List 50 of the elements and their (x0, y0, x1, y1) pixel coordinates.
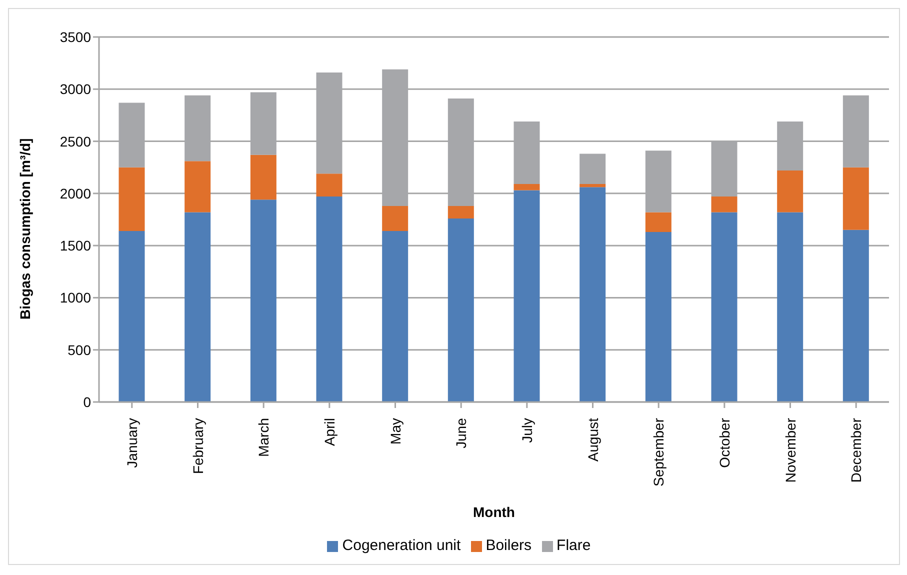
x-tick-label: August (584, 418, 601, 462)
bar (711, 212, 738, 402)
legend-label: Boilers (486, 537, 532, 554)
x-tick-label: November (782, 418, 798, 483)
x-tick-label: April (321, 418, 338, 446)
x-tick-label: June (453, 418, 470, 448)
bar (184, 161, 211, 212)
bar (118, 230, 145, 402)
x-tick-label: January (124, 418, 140, 468)
bar (118, 167, 145, 231)
y-tick-label: 3000 (60, 81, 92, 98)
bar (382, 230, 408, 402)
bar (842, 167, 869, 230)
y-tick-label: 1500 (60, 238, 92, 254)
bar (448, 206, 474, 218)
bar (777, 170, 804, 212)
x-tick-label: February (190, 418, 206, 474)
bar (316, 196, 342, 402)
bar (711, 196, 738, 212)
bar (580, 154, 606, 184)
y-axis-title: Biogas consumption [m³/d] (16, 138, 33, 320)
bar (250, 200, 276, 402)
bar (580, 184, 606, 188)
bar (316, 174, 342, 197)
bar (250, 154, 276, 200)
bar (514, 190, 540, 402)
y-tick-label: 3500 (60, 28, 92, 45)
legend-label: Cogeneration unit (342, 537, 461, 554)
bar (645, 232, 672, 402)
bar (580, 187, 606, 402)
y-tick-label: 500 (68, 342, 92, 358)
legend-label: Flare (556, 537, 591, 554)
y-tick-label: 2500 (60, 133, 92, 150)
y-tick-label: 1000 (60, 290, 92, 306)
x-tick-label: December (848, 418, 864, 483)
bar (645, 212, 672, 232)
x-tick-label: September (650, 418, 667, 486)
bar (842, 230, 869, 402)
x-tick-label: March (256, 418, 272, 457)
bar (184, 212, 211, 402)
x-tick-label: May (387, 418, 404, 444)
bar (514, 184, 540, 190)
bar (448, 218, 474, 402)
y-tick-label: 0 (83, 394, 92, 410)
y-tick-label: 2000 (60, 185, 92, 202)
x-tick-label: October (716, 418, 732, 468)
x-tick-label: July (518, 418, 535, 443)
bar (382, 206, 408, 231)
x-axis-title: Month (473, 504, 515, 520)
bar (777, 212, 804, 402)
